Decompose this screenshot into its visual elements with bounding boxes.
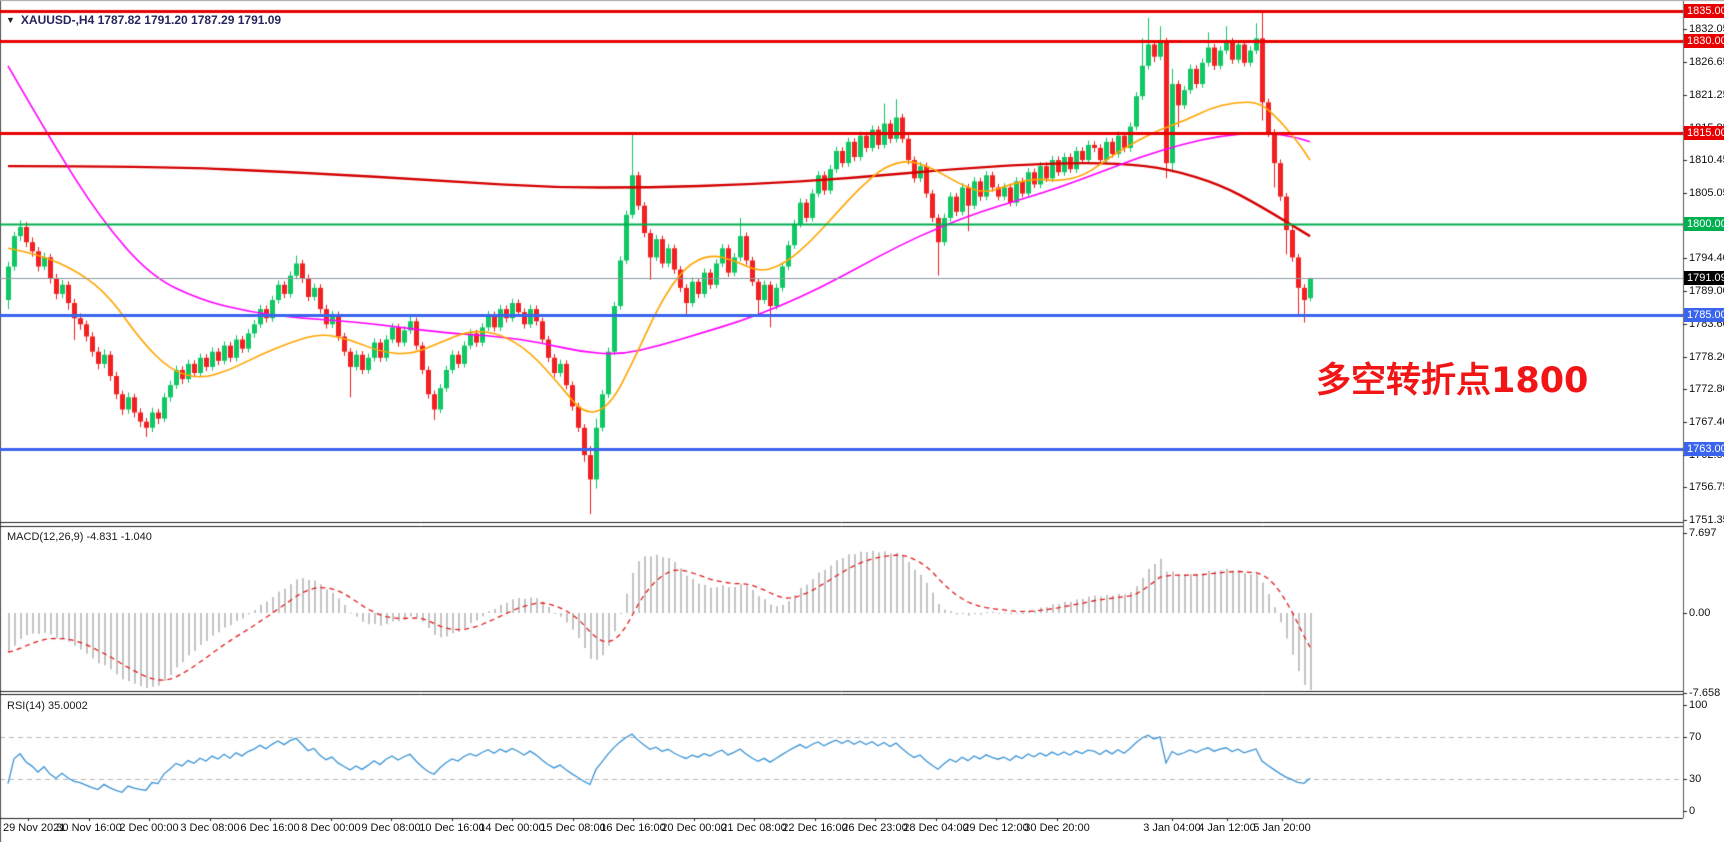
price-level-badge: 1835.00 bbox=[1684, 4, 1724, 19]
price-tick-label: 1821.25 bbox=[1689, 88, 1724, 101]
price-tick-label: 1751.35 bbox=[1689, 513, 1724, 526]
time-axis-label: 9 Dec 08:00 bbox=[361, 822, 421, 834]
time-axis-label: 6 Dec 16:00 bbox=[240, 822, 300, 834]
price-tick-label: 1756.75 bbox=[1689, 481, 1724, 494]
price-tick-label: 1772.80 bbox=[1689, 383, 1724, 396]
price-tick-label: 1810.45 bbox=[1689, 154, 1724, 167]
symbol-ohlc-text: XAUUSD-,H4 1787.82 1791.20 1787.29 1791.… bbox=[20, 13, 282, 27]
macd-tick-label: 7.697 bbox=[1689, 527, 1717, 540]
rsi-indicator-label: RSI(14) 35.0002 bbox=[7, 700, 88, 712]
time-axis-label: 30 Dec 20:00 bbox=[1024, 822, 1090, 834]
time-axis-label: 29 Nov 2021 bbox=[3, 822, 66, 834]
time-axis-label: 5 Jan 20:00 bbox=[1253, 822, 1311, 834]
rsi-tick-label: 0 bbox=[1689, 805, 1696, 817]
time-axis-label: 16 Dec 16:00 bbox=[600, 822, 666, 834]
macd-tick-label: 0.00 bbox=[1689, 607, 1711, 619]
rsi-tick-label: 70 bbox=[1689, 730, 1702, 743]
time-axis-label: 26 Dec 23:00 bbox=[842, 822, 908, 834]
macd-tick-label: -7.658 bbox=[1689, 686, 1721, 699]
time-axis-label: 4 Jan 12:00 bbox=[1198, 822, 1256, 834]
time-axis-label: 28 Dec 04:00 bbox=[903, 822, 969, 834]
price-level-badge: 1763.00 bbox=[1684, 442, 1724, 457]
time-axis-label: 20 Dec 00:00 bbox=[661, 822, 727, 834]
price-tick-label: 1778.20 bbox=[1689, 350, 1724, 363]
time-axis-label: 3 Jan 04:00 bbox=[1143, 822, 1201, 834]
chevron-down-icon[interactable]: ▼ bbox=[6, 15, 15, 25]
time-axis-label: 15 Dec 08:00 bbox=[540, 822, 606, 834]
price-level-badge: 1830.00 bbox=[1684, 34, 1724, 49]
price-tick-label: 1789.00 bbox=[1689, 284, 1724, 297]
time-axis-label: 3 Dec 08:00 bbox=[180, 822, 240, 834]
price-tick-label: 1767.40 bbox=[1689, 416, 1724, 429]
price-tick-label: 1832.05 bbox=[1689, 23, 1724, 35]
current-price-badge: 1791.09 bbox=[1684, 271, 1724, 286]
price-level-badge: 1800.00 bbox=[1684, 216, 1724, 231]
time-axis-label: 2 Dec 00:00 bbox=[119, 822, 179, 834]
symbol-header: ▼ XAUUSD-,H4 1787.82 1791.20 1787.29 179… bbox=[6, 13, 281, 27]
time-axis-label: 21 Dec 08:00 bbox=[721, 822, 787, 834]
time-axis-label: 29 Dec 12:00 bbox=[963, 822, 1029, 834]
rsi-tick-label: 100 bbox=[1689, 699, 1708, 711]
time-axis-label: 30 Nov 16:00 bbox=[56, 822, 122, 834]
time-axis-label: 22 Dec 16:00 bbox=[782, 822, 848, 834]
price-tick-label: 1794.40 bbox=[1689, 252, 1724, 265]
macd-indicator-label: MACD(12,26,9) -4.831 -1.040 bbox=[7, 531, 152, 543]
price-level-badge: 1815.00 bbox=[1684, 125, 1724, 140]
rsi-tick-label: 30 bbox=[1689, 773, 1702, 786]
price-tick-label: 1826.65 bbox=[1689, 55, 1724, 68]
price-tick-label: 1805.05 bbox=[1689, 187, 1724, 200]
time-axis-label: 8 Dec 00:00 bbox=[301, 822, 361, 834]
chart-annotation: 多空转折点1800 bbox=[1316, 361, 1589, 401]
price-level-badge: 1785.00 bbox=[1684, 308, 1724, 323]
time-axis-label: 14 Dec 00:00 bbox=[479, 822, 545, 834]
time-axis-label: 10 Dec 16:00 bbox=[419, 822, 485, 834]
